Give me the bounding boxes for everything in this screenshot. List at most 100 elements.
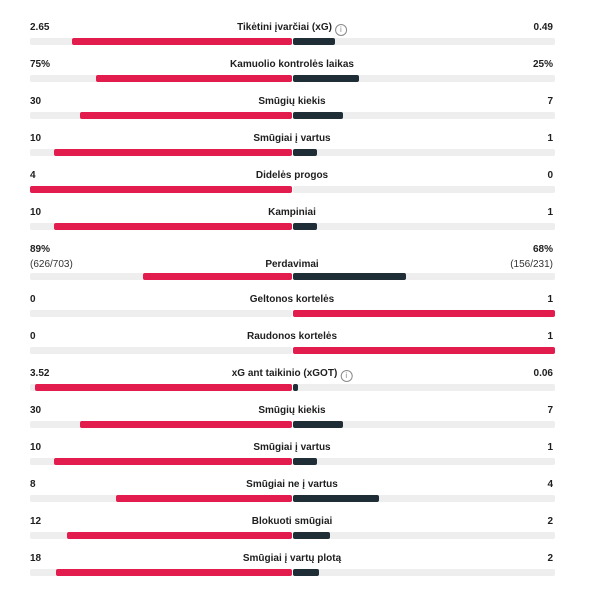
stat-row: 8 4 Smūgiai ne į vartus <box>0 479 597 509</box>
away-value: 2 <box>547 553 553 564</box>
stat-row: 10 1 Kampiniai <box>0 207 597 237</box>
home-bar-track <box>30 273 292 280</box>
stat-label-text: Smūgiai į vartus <box>253 133 331 144</box>
home-value: 3.52 <box>30 368 50 379</box>
away-value: 1 <box>547 294 553 305</box>
home-bar-track <box>30 186 292 193</box>
away-bar-fill <box>293 347 555 354</box>
stat-label: Smūgiai į vartus <box>253 133 330 145</box>
home-bar-fill <box>53 223 292 230</box>
away-bar-track <box>293 75 555 82</box>
stat-row: 30 7 Smūgių kiekis <box>0 405 597 435</box>
stat-label: Kampiniai <box>268 207 316 219</box>
stat-row: 30 7 Smūgių kiekis <box>0 96 597 126</box>
away-sub-value: (156/231) <box>510 259 553 270</box>
away-bar-track <box>293 495 555 502</box>
away-bar-fill <box>293 273 406 280</box>
stat-label-text: Kampiniai <box>268 207 316 218</box>
home-bar-fill <box>142 273 292 280</box>
stat-row: 18 2 Smūgiai į vartų plotą <box>0 553 597 583</box>
home-bar-fill <box>116 495 292 502</box>
away-value: 1 <box>547 331 553 342</box>
home-bar-track <box>30 569 292 576</box>
away-value: 1 <box>547 133 553 144</box>
away-value: 68% <box>532 244 553 255</box>
stat-row: 12 2 Blokuoti smūgiai <box>0 516 597 546</box>
away-bar-track <box>293 532 555 539</box>
stat-label: Smūgiai į vartus <box>253 442 330 454</box>
away-value: 1 <box>547 442 553 453</box>
stat-label: Geltonos kortelės <box>250 294 334 306</box>
stat-row: 10 1 Smūgiai į vartus <box>0 133 597 163</box>
away-value: 2 <box>547 516 553 527</box>
home-bar-fill <box>30 186 292 193</box>
stat-row: 0 1 Geltonos kortelės <box>0 294 597 324</box>
home-bar-track <box>30 421 292 428</box>
stat-label-text: Raudonos kortelės <box>246 331 338 342</box>
stat-label: Didelės progos <box>256 170 328 182</box>
away-bar-track <box>293 112 555 119</box>
away-bar-fill <box>293 149 317 156</box>
stat-label-text: Smūgiai į vartus <box>253 442 331 453</box>
home-bar-fill <box>79 112 292 119</box>
away-bar-track <box>293 38 555 45</box>
home-bar-track <box>30 112 292 119</box>
away-value: 0 <box>547 170 553 181</box>
home-bar-track <box>30 532 292 539</box>
stat-row: 89% 68% (626/703) (156/231) Perdavimai <box>0 244 597 288</box>
stat-label-text: Perdavimai <box>265 259 319 270</box>
stat-label-text: Smūgių kiekis <box>258 96 326 107</box>
stat-label-text: xG ant taikinio (xGOT) <box>231 368 338 379</box>
stat-row: 2.65 0.49 Tikėtini įvarčiai (xG) i <box>0 22 597 52</box>
away-bar-fill <box>293 223 317 230</box>
stat-row: 0 1 Raudonos kortelės <box>0 331 597 361</box>
away-bar-track <box>293 347 555 354</box>
away-bar-track <box>293 569 555 576</box>
away-bar-track <box>293 458 555 465</box>
stat-label: Smūgių kiekis <box>258 405 325 417</box>
stat-label-text: Blokuoti smūgiai <box>251 516 333 527</box>
home-value: 0 <box>30 331 36 342</box>
home-value: 10 <box>30 442 42 453</box>
home-bar-fill <box>71 38 292 45</box>
away-bar-fill <box>293 421 343 428</box>
home-sub-value: (626/703) <box>30 259 73 270</box>
stat-label: xG ant taikinio (xGOT) i <box>232 368 353 382</box>
away-bar-fill <box>293 384 299 391</box>
stat-label: Raudonos kortelės <box>247 331 337 343</box>
stat-label-text: Geltonos kortelės <box>249 294 335 305</box>
stat-row: 10 1 Smūgiai į vartus <box>0 442 597 472</box>
away-bar-track <box>293 223 555 230</box>
stat-label: Smūgiai į vartų plotą <box>243 553 341 565</box>
home-bar-fill <box>35 384 292 391</box>
home-bar-track <box>30 223 292 230</box>
stat-label-text: Smūgiai į vartų plotą <box>242 553 342 564</box>
away-bar-track <box>293 149 555 156</box>
home-value: 89% <box>30 244 51 255</box>
away-bar-fill <box>293 495 380 502</box>
home-value: 0 <box>30 294 36 305</box>
home-bar-fill <box>53 149 292 156</box>
stat-label: Perdavimai <box>265 259 318 271</box>
home-value: 4 <box>30 170 36 181</box>
info-icon[interactable]: i <box>334 24 347 36</box>
home-bar-track <box>30 310 292 317</box>
home-value: 30 <box>30 405 42 416</box>
away-value: 1 <box>547 207 553 218</box>
away-bar-track <box>293 384 555 391</box>
home-value: 30 <box>30 96 42 107</box>
home-bar-track <box>30 75 292 82</box>
stat-row: 75% 25% Kamuolio kontrolės laikas <box>0 59 597 89</box>
home-value: 75% <box>30 59 51 70</box>
stat-label: Tikėtini įvarčiai (xG) i <box>237 22 347 36</box>
away-bar-track <box>293 186 555 193</box>
away-bar-fill <box>293 569 320 576</box>
home-bar-track <box>30 347 292 354</box>
stat-label-text: Smūgiai ne į vartus <box>246 479 338 490</box>
home-bar-fill <box>79 421 292 428</box>
info-icon[interactable]: i <box>340 370 353 382</box>
away-bar-fill <box>293 458 317 465</box>
home-bar-track <box>30 384 292 391</box>
home-bar-fill <box>66 532 292 539</box>
